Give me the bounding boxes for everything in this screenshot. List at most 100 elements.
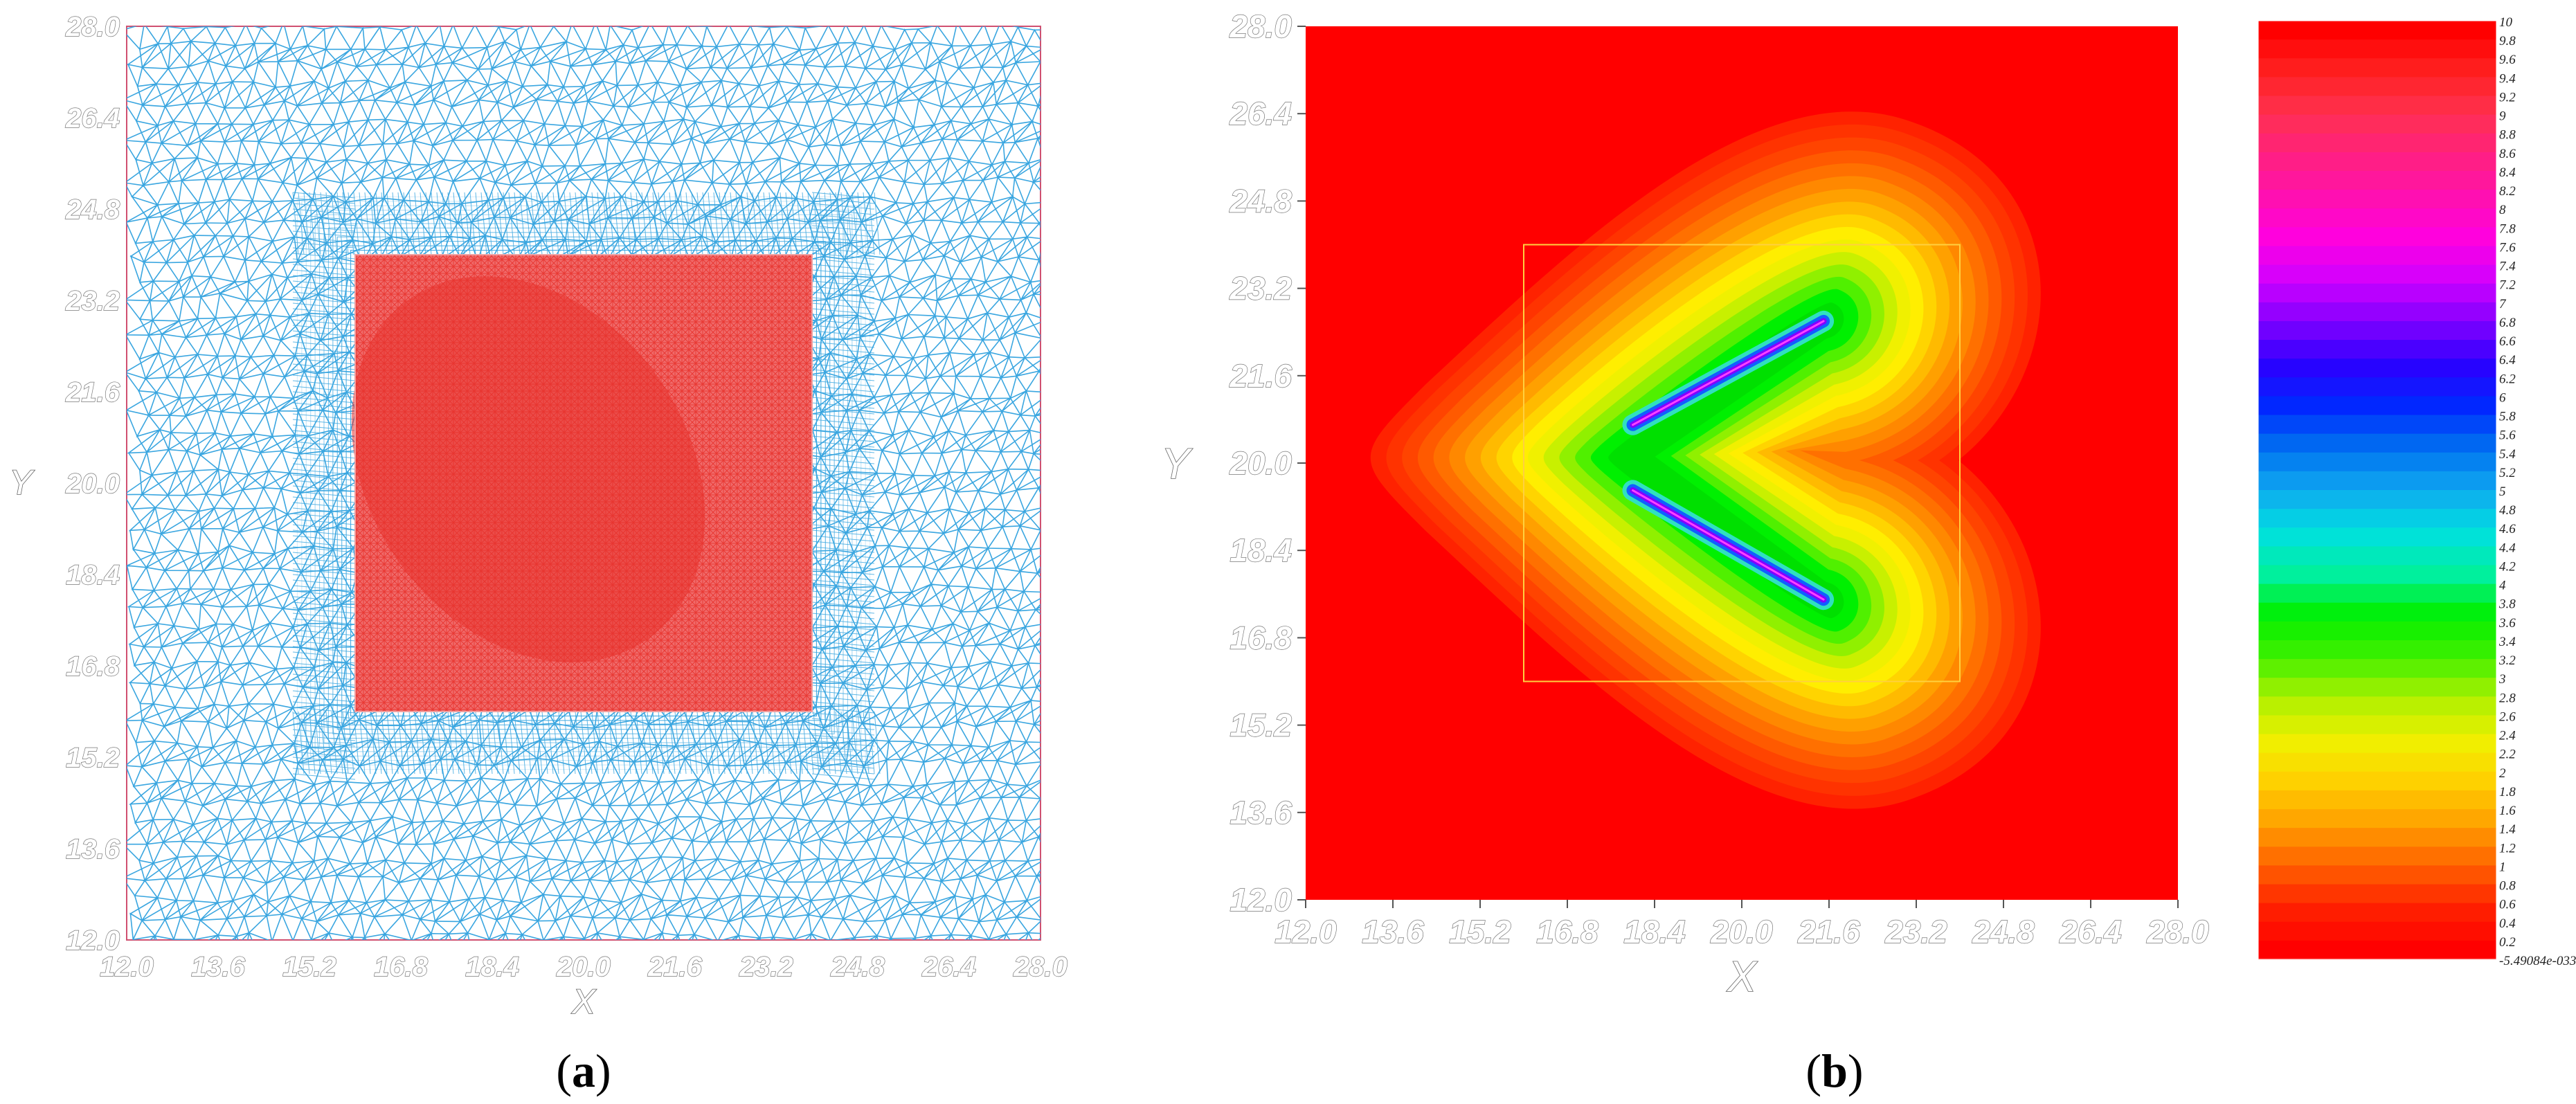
colorbar-band — [2258, 734, 2496, 754]
refined-mesh-region — [351, 254, 813, 712]
colorbar-band — [2258, 903, 2496, 923]
panel-b-xtick: 18.4 — [1623, 914, 1686, 950]
colorbar-label: 6.8 — [2499, 316, 2516, 330]
colorbar-band — [2258, 77, 2496, 97]
panel-a-ytick: 21.6 — [65, 377, 120, 408]
colorbar-band — [2258, 940, 2496, 960]
colorbar-band — [2258, 377, 2496, 397]
panel-b-ytick: 21.6 — [1229, 358, 1292, 394]
colorbar-label: 7.8 — [2499, 221, 2516, 236]
panel-a-mesh-plot: 12.012.0 13.6 13.6 15.2 15.2 16.8 16.8 18.4 18.4… — [9, 11, 1068, 1097]
panel-a-ytick: 15.2 — [66, 743, 120, 773]
panel-b-ylabel: Y — [1161, 440, 1193, 488]
colorbar-label: 3.6 — [2498, 616, 2516, 631]
colorbar-label: 9.2 — [2499, 90, 2516, 105]
colorbar-label: 2.6 — [2499, 709, 2516, 724]
colorbar-label: 4.4 — [2499, 541, 2516, 555]
colorbar-band — [2258, 678, 2496, 697]
colorbar-label: 5.8 — [2499, 410, 2516, 424]
colorbar-band — [2258, 415, 2496, 435]
colorbar-band — [2258, 133, 2496, 153]
colorbar-band — [2258, 809, 2496, 829]
colorbar-label: 2.2 — [2499, 748, 2516, 762]
panel-a-caption-open: ( — [556, 1044, 572, 1097]
colorbar-band — [2258, 546, 2496, 566]
colorbar-band — [2258, 340, 2496, 359]
colorbar-band — [2258, 621, 2496, 641]
panel-a-xlabel: X — [571, 982, 596, 1021]
panel-a-xtick: 20.0 — [556, 952, 611, 982]
panel-b-contour-plot: 12.012.0 13.6 13.6 15.2 15.2 16.8 16.8 18.4 18.4… — [1161, 8, 2210, 1097]
colorbar-label: 7 — [2499, 297, 2507, 311]
colorbar-band — [2258, 283, 2496, 303]
panel-b-xtick: 26.4 — [2059, 914, 2122, 950]
panel-b-ytick: 28.0 — [1229, 8, 1292, 44]
colorbar-label: 9.4 — [2499, 71, 2516, 86]
colorbar-label: 8.2 — [2499, 184, 2516, 199]
panel-b-xtick: 28.0 — [2146, 914, 2209, 950]
colorbar-label: 7.6 — [2499, 240, 2516, 255]
panel-a-xtick: 18.4 — [465, 952, 519, 982]
colorbar-band — [2258, 190, 2496, 209]
panel-b-ytick: 13.6 — [1230, 795, 1292, 831]
crack-lines — [1622, 310, 1835, 610]
refined-region-outline — [1523, 244, 1961, 682]
colorbar-label: 3 — [2498, 672, 2506, 687]
panel-a-ticks: 12.012.0 13.6 13.6 15.2 15.2 16.8 16.8 18.4 18.4… — [64, 11, 1068, 982]
panel-a-xtick: 26.4 — [921, 952, 976, 982]
panel-a-caption: (a) — [556, 1044, 611, 1097]
colorbar-band — [2258, 715, 2496, 735]
colorbar-label: 2.4 — [2499, 729, 2516, 743]
colorbar-band — [2258, 921, 2496, 941]
colorbar-band — [2258, 602, 2496, 622]
colorbar-label: 4.2 — [2499, 559, 2516, 574]
colorbar-band — [2258, 96, 2496, 116]
colorbar-band — [2258, 114, 2496, 134]
panel-b-xtick: 20.0 — [1710, 914, 1773, 950]
colorbar-label: 3.2 — [2498, 653, 2516, 668]
colorbar-band — [2258, 39, 2496, 59]
colorbar-label: 7.4 — [2499, 260, 2516, 274]
panel-b-ytick: 24.8 — [1229, 183, 1292, 219]
panel-b-ytick: 12.0 — [1230, 882, 1292, 918]
colorbar-label: 9.6 — [2499, 53, 2516, 67]
colorbar-label: 9 — [2499, 109, 2506, 124]
colorbar-band — [2258, 565, 2496, 585]
panel-a-xtick: 21.6 — [647, 952, 703, 982]
colorbar-label: 4 — [2499, 579, 2506, 593]
panel-b-xtick: 12.0 — [1275, 914, 1337, 950]
contour-band — [1590, 289, 1859, 632]
colorbar-label: 0.4 — [2499, 916, 2516, 931]
colorbar-label: 6 — [2499, 390, 2506, 405]
contour-field — [1370, 111, 2041, 809]
colorbar-label: 5.2 — [2499, 466, 2516, 480]
colorbar-label: 8.6 — [2499, 147, 2516, 161]
colorbar-label: 8.8 — [2499, 128, 2516, 143]
colorbar-label: 3.8 — [2498, 597, 2516, 612]
colorbar-band — [2258, 640, 2496, 660]
colorbar-bands — [2258, 21, 2496, 960]
colorbar-band — [2258, 659, 2496, 678]
colorbar-label: 4.6 — [2499, 522, 2516, 536]
colorbar-label: 1.6 — [2499, 804, 2516, 818]
colorbar-band — [2258, 884, 2496, 904]
panel-a-xtick: 15.2 — [282, 952, 336, 982]
panel-b-ytick: 20.0 — [1229, 445, 1292, 481]
panel-a-xtick: 13.6 — [191, 952, 246, 982]
colorbar-label: 6.2 — [2499, 372, 2516, 386]
panel-b-xtick: 24.8 — [1972, 914, 2035, 950]
colorbar-band — [2258, 771, 2496, 791]
panel-a-xtick: 12.0 — [100, 952, 154, 982]
colorbar-band — [2258, 583, 2496, 604]
panel-b-ytick: 18.4 — [1230, 532, 1292, 568]
colorbar-band — [2258, 170, 2496, 190]
panel-a-ytick: 13.6 — [66, 834, 120, 865]
panel-b-xlabel: X — [1726, 953, 1758, 1001]
colorbar-label: 8 — [2499, 203, 2506, 217]
colorbar-band — [2258, 790, 2496, 810]
panel-b-xtick: 15.2 — [1449, 914, 1511, 950]
colorbar-label: 0.8 — [2499, 879, 2516, 894]
colorbar-label: 6.6 — [2499, 334, 2516, 349]
colorbar-band — [2258, 208, 2496, 228]
panel-b-ytick: 23.2 — [1229, 271, 1292, 307]
